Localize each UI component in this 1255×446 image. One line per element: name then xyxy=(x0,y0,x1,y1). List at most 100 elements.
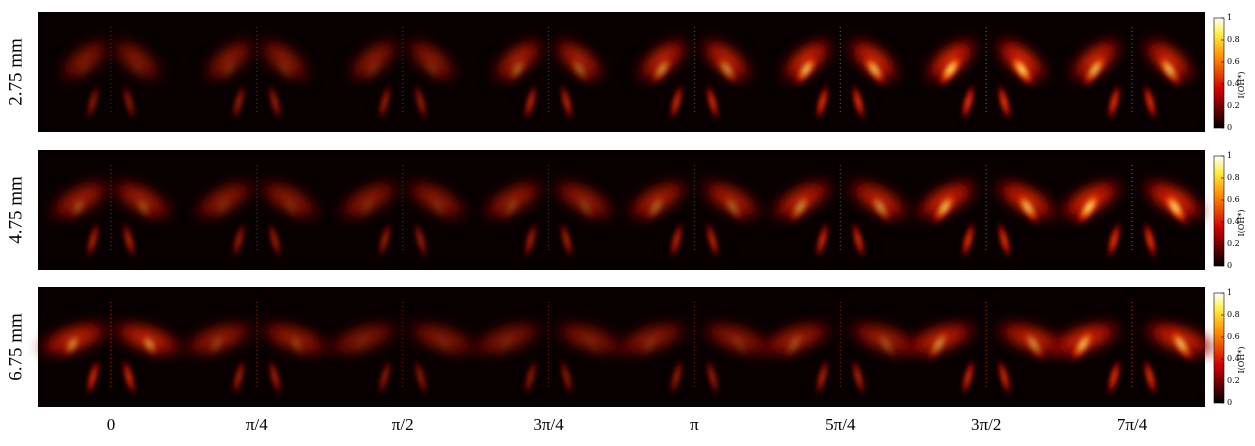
flame-image xyxy=(611,302,778,397)
colorbar-label: I(OH*) xyxy=(1237,210,1246,237)
flame-leg xyxy=(1142,357,1158,397)
column-label: 3π/4 xyxy=(533,415,564,434)
flame-core xyxy=(1007,50,1036,88)
colorbar-tick-label: 0 xyxy=(1227,398,1232,407)
flame-core xyxy=(217,54,241,84)
flame-core xyxy=(354,191,380,223)
flame-leg xyxy=(523,82,538,122)
flame-leg xyxy=(231,220,246,260)
flame-image xyxy=(478,165,619,260)
flame-image xyxy=(634,27,755,122)
flame-image xyxy=(623,165,766,260)
colorbar-tick-label: 0.6 xyxy=(1227,57,1240,66)
flame-leg xyxy=(121,220,137,260)
colorbar-tick-label: 0 xyxy=(1227,261,1232,270)
flame-image xyxy=(778,27,903,122)
flame-leg xyxy=(1106,82,1122,122)
flame-image xyxy=(334,165,472,260)
flame-core xyxy=(936,50,965,88)
flame-core xyxy=(1166,324,1196,364)
colorbar-tick-label: 0 xyxy=(1227,123,1232,132)
flame-core xyxy=(360,53,386,85)
colorbar-tick-label: 0.8 xyxy=(1227,35,1240,44)
colorbar-label: I(OH*) xyxy=(1237,347,1246,374)
flame-core xyxy=(860,51,889,88)
colorbar-tick-label: 0.2 xyxy=(1227,239,1240,248)
flame-leg xyxy=(851,220,866,260)
flame-leg xyxy=(815,82,830,122)
row-label: 4.75 mm xyxy=(5,176,26,244)
column-label: 0 xyxy=(107,415,116,434)
flame-core xyxy=(1160,187,1190,227)
flame-leg xyxy=(961,357,976,397)
flame-image xyxy=(33,302,188,397)
flame-leg xyxy=(231,357,246,397)
flame-leg xyxy=(267,82,282,122)
flame-core xyxy=(211,192,235,222)
flame-leg xyxy=(85,357,101,397)
flame-core xyxy=(138,330,161,359)
flame-leg xyxy=(961,220,976,260)
flame-core xyxy=(504,52,531,86)
flame-leg xyxy=(961,82,976,122)
flame-core xyxy=(132,193,155,222)
column-label: π xyxy=(690,415,699,434)
colorbar-tick-label: 0.4 xyxy=(1227,79,1240,88)
flame-image xyxy=(1067,27,1197,122)
flame-core xyxy=(566,52,593,86)
flame-image xyxy=(1056,165,1208,260)
flame-leg xyxy=(559,82,574,122)
flame-core xyxy=(1013,188,1042,226)
flame-core xyxy=(713,52,741,87)
flame-leg xyxy=(85,220,101,260)
flame-core xyxy=(126,55,149,84)
flame-image xyxy=(345,27,461,122)
flame-leg xyxy=(267,357,282,397)
flame-core xyxy=(1080,49,1110,89)
flame-leg xyxy=(523,220,538,260)
flame-leg xyxy=(669,82,684,122)
colorbar-tick-label: 0.8 xyxy=(1227,173,1240,182)
flame-leg xyxy=(377,357,392,397)
flame-image xyxy=(1044,302,1220,397)
column-label: π/2 xyxy=(392,415,414,434)
flame-core xyxy=(924,325,953,363)
flame-core xyxy=(642,190,670,225)
flame-image xyxy=(922,27,1050,122)
flame-leg xyxy=(413,82,428,122)
flame-leg xyxy=(705,220,720,260)
colorbar-tick-label: 0.8 xyxy=(1227,310,1240,319)
flame-core xyxy=(61,330,84,359)
colorbar-tick-label: 0.4 xyxy=(1227,354,1240,363)
flame-core xyxy=(431,328,457,360)
colorbar xyxy=(1213,155,1225,267)
flame-core xyxy=(930,188,959,226)
flame-core xyxy=(648,52,676,87)
flame-leg xyxy=(815,220,830,260)
colorbar-tick-label: 0.4 xyxy=(1227,217,1240,226)
colorbar-label: I(OH*) xyxy=(1237,72,1246,99)
flame-image xyxy=(467,302,631,397)
flame-core xyxy=(1068,324,1098,364)
flame-leg xyxy=(1142,82,1158,122)
colorbar-tick-label: 0.2 xyxy=(1227,376,1240,385)
flame-leg xyxy=(705,357,720,397)
flame-core xyxy=(866,189,895,226)
row-label: 2.75 mm xyxy=(5,38,26,106)
flame-image xyxy=(189,165,324,260)
colorbar-tick-label: 0.6 xyxy=(1227,332,1240,341)
column-label: π/4 xyxy=(246,415,268,434)
flame-leg xyxy=(121,82,137,122)
flame-image xyxy=(489,27,608,122)
flame-core xyxy=(636,327,664,362)
flame-leg xyxy=(851,357,866,397)
column-label: 3π/2 xyxy=(971,415,1001,434)
flame-core xyxy=(1074,187,1104,227)
column-label: 5π/4 xyxy=(825,415,856,434)
flame-image xyxy=(767,165,914,260)
flame-leg xyxy=(669,220,684,260)
flame-leg xyxy=(1106,357,1122,397)
flame-leg xyxy=(851,82,866,122)
flame-core xyxy=(425,191,451,223)
flame-leg xyxy=(523,357,538,397)
